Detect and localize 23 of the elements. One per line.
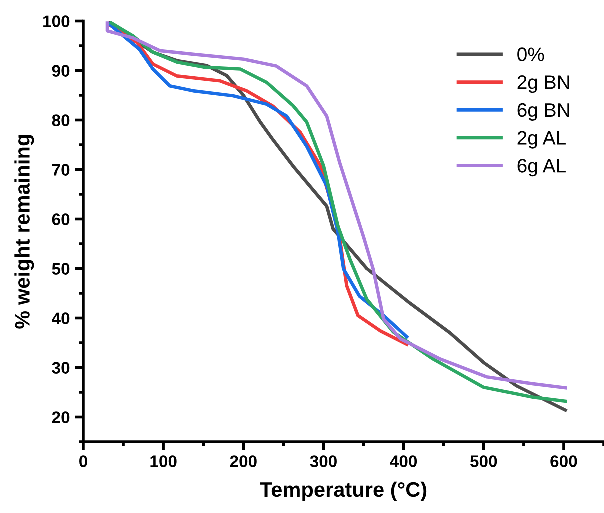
x-tick-label: 0 xyxy=(80,456,88,468)
y-tick-label: 70 xyxy=(52,164,70,176)
y-tick-label: 50 xyxy=(52,263,70,275)
legend-label: 2g AL xyxy=(518,131,566,149)
x-axis-title: Temperature (°C) xyxy=(260,482,427,502)
y-tick-label: 80 xyxy=(52,114,70,126)
x-tick-label: 400 xyxy=(390,456,418,468)
x-tick-label: 200 xyxy=(230,456,257,468)
y-tick-label: 30 xyxy=(52,362,70,374)
y-axis-title: % weight remaining xyxy=(14,135,34,329)
x-tick-label: 600 xyxy=(550,456,578,468)
x-tick-label: 500 xyxy=(470,456,498,468)
x-tick-label: 100 xyxy=(150,456,177,468)
legend-label: 6g AL xyxy=(518,159,566,177)
x-tick-label: 300 xyxy=(310,456,337,468)
y-tick-label: 20 xyxy=(52,412,70,424)
legend-label: 6g BN xyxy=(518,103,570,121)
y-tick-label: 40 xyxy=(52,312,70,324)
y-tick-label: 100 xyxy=(44,16,70,28)
legend-label: 0% xyxy=(518,48,544,62)
y-tick-label: 60 xyxy=(52,214,70,226)
y-tick-label: 90 xyxy=(52,65,70,77)
legend-label: 2g BN xyxy=(518,76,570,94)
